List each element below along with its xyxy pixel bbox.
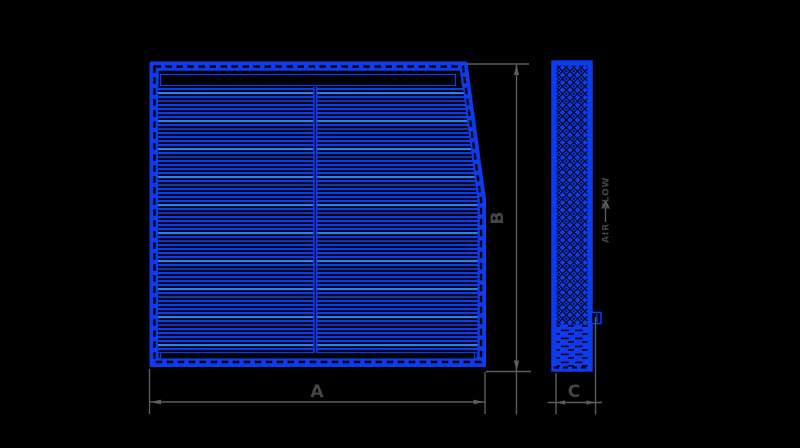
filter-side-view	[551, 60, 602, 372]
dimension-b: B	[467, 63, 531, 415]
air-flow-arrow-icon	[601, 199, 610, 222]
dimension-a: A	[148, 369, 486, 414]
front-view-top-frame-face	[159, 73, 457, 87]
dim-a-label: A	[310, 382, 324, 402]
dim-b-arrow-bottom-icon	[513, 360, 520, 372]
dim-b-arrow-top-icon	[513, 64, 520, 75]
side-view-foam-seal	[556, 324, 588, 367]
front-view-bottom-frame-face	[159, 351, 476, 360]
dim-b-label: B	[488, 212, 508, 225]
air-flow-label-flow: FLOW	[602, 177, 612, 209]
front-view-gasket-dashed-line	[153, 65, 483, 364]
front-view-center-rib	[313, 87, 318, 353]
side-view-clip-tab	[590, 311, 602, 325]
dimension-c: C	[547, 317, 602, 415]
side-view-crosshatch-media	[556, 65, 588, 325]
dim-a-arrow-right-icon	[473, 399, 485, 405]
dim-c-label: C	[568, 382, 580, 402]
dim-c-arrow-right-icon	[586, 400, 596, 405]
air-flow-annotation: AIR FLOW	[601, 177, 612, 243]
filter-front-view	[149, 61, 486, 367]
dim-c-arrow-left-icon	[556, 400, 565, 405]
dim-a-arrow-left-icon	[150, 399, 161, 405]
front-view-pleated-media	[158, 87, 478, 353]
air-flow-label-air: AIR	[602, 223, 612, 243]
